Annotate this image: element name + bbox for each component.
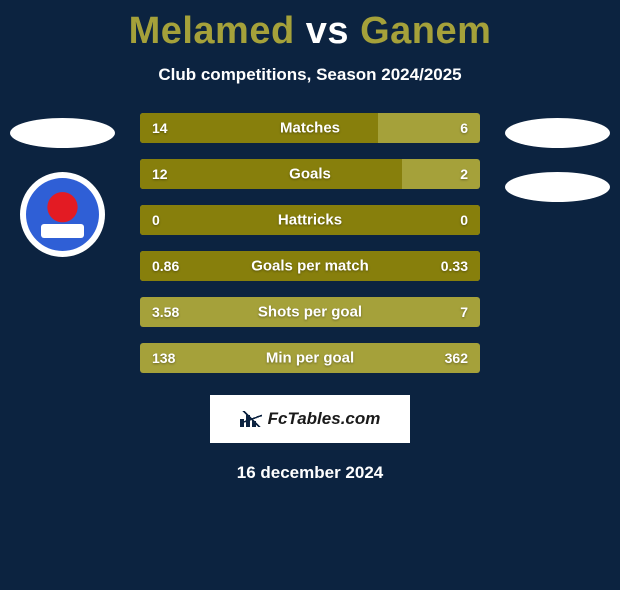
fctables-logo-icon bbox=[240, 411, 262, 427]
left-player-column bbox=[5, 113, 120, 257]
metric-label: Hattricks bbox=[140, 212, 480, 229]
metric-bar: 0.860.33Goals per match bbox=[140, 251, 480, 281]
title-vs: vs bbox=[295, 10, 360, 52]
brand-box: FcTables.com bbox=[210, 395, 410, 443]
compare-area: 146Matches 122Goals 00Hattricks 0.860.33Goa… bbox=[0, 113, 620, 373]
title-right: Ganem bbox=[360, 10, 491, 52]
metric-bar: 146Matches bbox=[140, 113, 480, 143]
subtitle: Club competitions, Season 2024/2025 bbox=[0, 65, 620, 85]
left-player-club-crest bbox=[20, 172, 105, 257]
metric-bar: 00Hattricks bbox=[140, 205, 480, 235]
metric-bar: 138362Min per goal bbox=[140, 343, 480, 373]
right-player-column bbox=[500, 113, 615, 202]
metric-label: Goals bbox=[140, 166, 480, 183]
metric-label: Min per goal bbox=[140, 350, 480, 367]
metric-bars: 146Matches 122Goals 00Hattricks 0.860.33Goa… bbox=[140, 113, 480, 373]
left-player-name-ellipse bbox=[10, 118, 115, 148]
crest-graphic bbox=[26, 178, 99, 251]
right-player-club-ellipse bbox=[505, 172, 610, 202]
title-left: Melamed bbox=[129, 10, 295, 52]
right-player-name-ellipse bbox=[505, 118, 610, 148]
metric-bar: 122Goals bbox=[140, 159, 480, 189]
brand-text: FcTables.com bbox=[268, 409, 381, 429]
metric-label: Shots per goal bbox=[140, 304, 480, 321]
page-title: Melamed vs Ganem bbox=[0, 10, 620, 53]
date-label: 16 december 2024 bbox=[0, 463, 620, 483]
metric-bar: 3.587Shots per goal bbox=[140, 297, 480, 327]
metric-label: Matches bbox=[140, 120, 480, 137]
metric-label: Goals per match bbox=[140, 258, 480, 275]
